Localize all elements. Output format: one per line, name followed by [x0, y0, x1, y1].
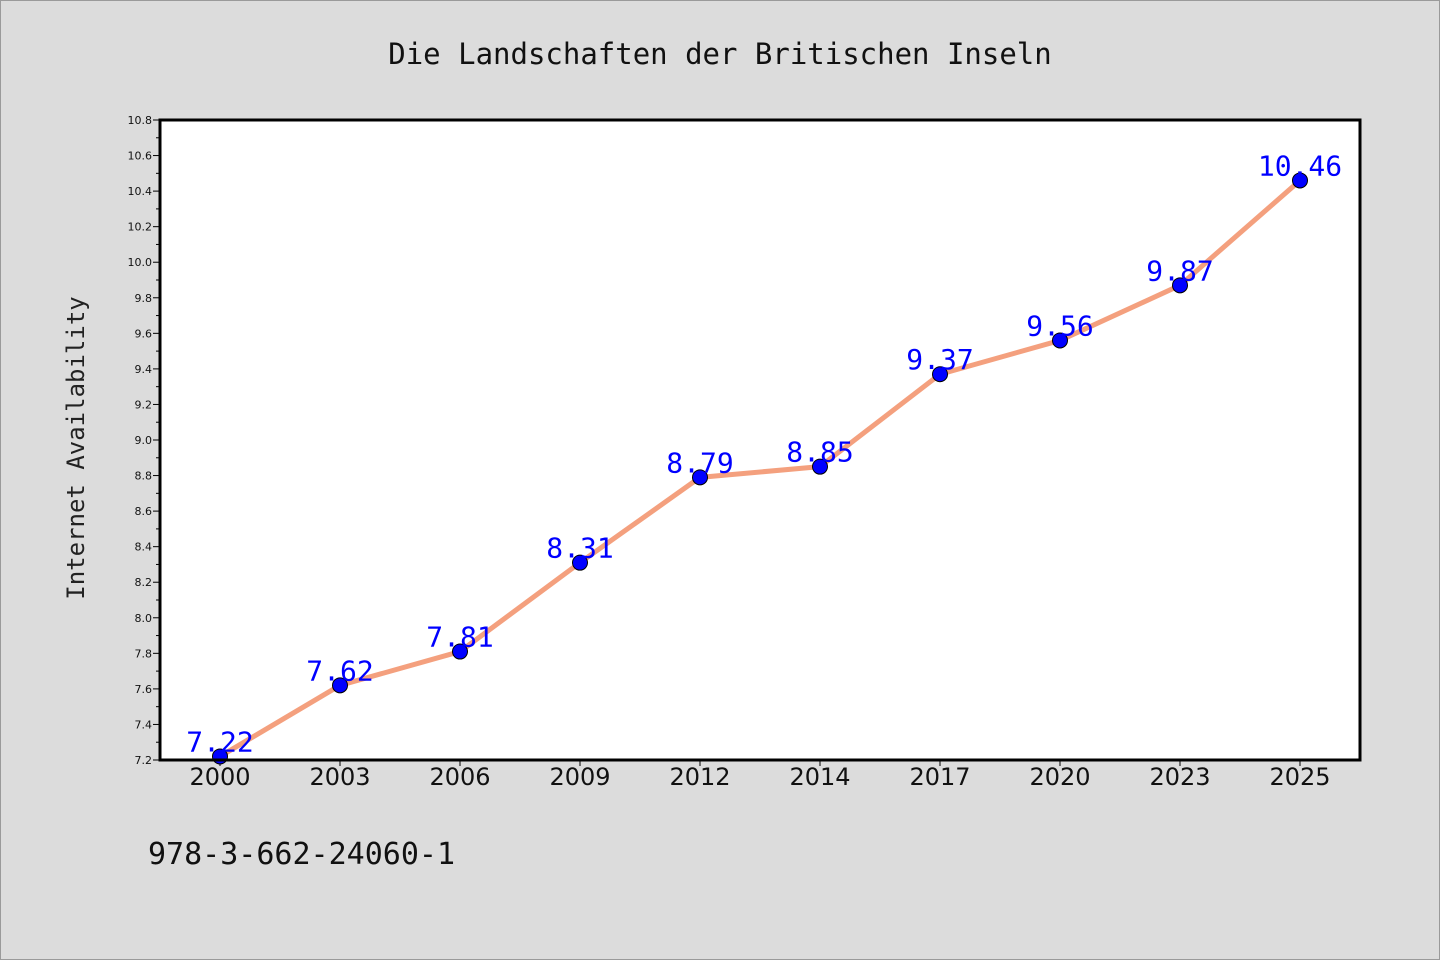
y-tick-label: 9.8	[135, 292, 153, 305]
y-tick-label: 8.0	[135, 612, 153, 625]
data-point	[332, 677, 348, 694]
y-tick-label: 9.4	[135, 363, 153, 376]
data-label: 8.31	[546, 532, 613, 565]
y-tick-label: 7.2	[135, 754, 153, 767]
x-tick-label: 2000	[189, 763, 250, 791]
y-tick-label: 8.4	[135, 541, 153, 554]
data-label: 8.85	[786, 436, 853, 469]
y-tick-label: 10.0	[128, 256, 153, 269]
x-tick-label: 2023	[1149, 763, 1210, 791]
data-point	[692, 469, 708, 486]
data-label: 9.87	[1146, 254, 1213, 287]
x-tick-label: 2012	[669, 763, 730, 791]
series-layer	[212, 172, 1308, 765]
data-label: 9.37	[906, 343, 973, 376]
data-label: 7.81	[426, 621, 493, 654]
y-tick-label: 7.8	[135, 647, 153, 660]
data-point	[812, 458, 828, 475]
data-labels: 7.22 7.62 7.81 8.31 8.79 8.85 9.37 9.56 9.87 10.4…	[186, 149, 1342, 758]
x-axis-ticks: 2000 2003 2006 2009 2012 2014 2017 2020 2023 2025	[189, 760, 1331, 791]
y-tick-label: 9.0	[135, 434, 153, 447]
x-tick-label: 2025	[1269, 763, 1330, 791]
y-tick-label: 10.2	[128, 221, 153, 234]
data-label: 10.46	[1258, 149, 1342, 182]
y-tick-label: 8.8	[135, 470, 153, 483]
data-label: 9.56	[1026, 309, 1093, 342]
x-tick-label: 2006	[429, 763, 490, 791]
y-tick-label: 10.8	[128, 114, 153, 127]
series-line	[218, 178, 1302, 759]
data-point	[1292, 172, 1308, 189]
y-tick-label: 7.4	[135, 718, 153, 731]
y-tick-label: 9.2	[135, 398, 153, 411]
data-label: 8.79	[666, 446, 733, 479]
y-tick-label: 10.4	[128, 185, 153, 198]
y-tick-label: 9.6	[135, 327, 153, 340]
plot-border	[158, 118, 1362, 762]
plot-area	[160, 120, 1360, 760]
chart-title: Die Landschaften der Britischen Inseln	[388, 37, 1051, 71]
isbn-footer: 978-3-662-24060-1	[148, 837, 455, 872]
y-tick-label: 7.6	[135, 683, 153, 696]
data-point	[452, 643, 468, 660]
data-label: 7.22	[186, 725, 253, 758]
x-tick-label: 2014	[789, 763, 850, 791]
x-tick-label: 2017	[909, 763, 970, 791]
data-label: 7.62	[306, 654, 373, 687]
data-point	[1052, 332, 1068, 349]
x-tick-label: 2020	[1029, 763, 1090, 791]
x-tick-label: 2003	[309, 763, 370, 791]
data-point	[1172, 277, 1188, 294]
data-point	[932, 366, 948, 383]
y-axis-ticks: 7.2 7.4 7.6 7.8 8.0 8.2 8.4 8.6 8.8 9.0 9.2 9.4 9.6 9…	[128, 114, 160, 767]
y-axis-label: Internet Availability	[62, 296, 90, 599]
x-tick-label: 2009	[549, 763, 610, 791]
data-point	[572, 554, 588, 571]
y-tick-label: 10.6	[128, 150, 153, 163]
y-tick-label: 8.6	[135, 505, 153, 518]
y-tick-label: 8.2	[135, 576, 153, 589]
